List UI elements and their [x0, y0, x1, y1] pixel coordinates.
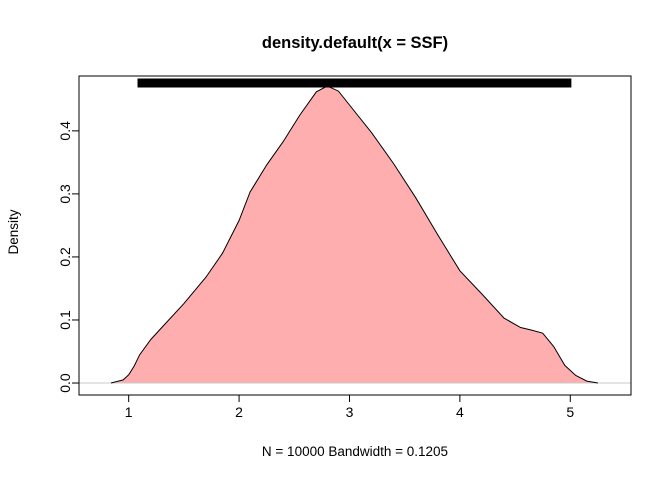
- y-tick-label: 0.1: [57, 310, 73, 330]
- y-tick-label: 0.4: [57, 121, 73, 141]
- y-axis: 0.0 0.1 0.2 0.3 0.4: [57, 121, 80, 393]
- x-tick-label: 5: [566, 404, 574, 420]
- density-curve: [110, 85, 598, 384]
- x-tick-label: 1: [125, 404, 133, 420]
- density-fill: [111, 86, 598, 383]
- x-axis-label: N = 10000 Bandwidth = 0.1205: [262, 444, 448, 459]
- x-axis: 1 2 3 4 5: [125, 394, 574, 420]
- y-tick-label: 0.2: [57, 247, 73, 267]
- x-tick-label: 3: [346, 404, 354, 420]
- y-axis-label: Density: [6, 209, 21, 254]
- x-tick-label: 4: [456, 404, 464, 420]
- chart-title: density.default(x = SSF): [262, 34, 448, 52]
- y-tick-label: 0.3: [57, 184, 73, 204]
- x-tick-label: 2: [235, 404, 243, 420]
- plot-area: [79, 78, 631, 384]
- y-tick-label: 0.0: [57, 373, 73, 393]
